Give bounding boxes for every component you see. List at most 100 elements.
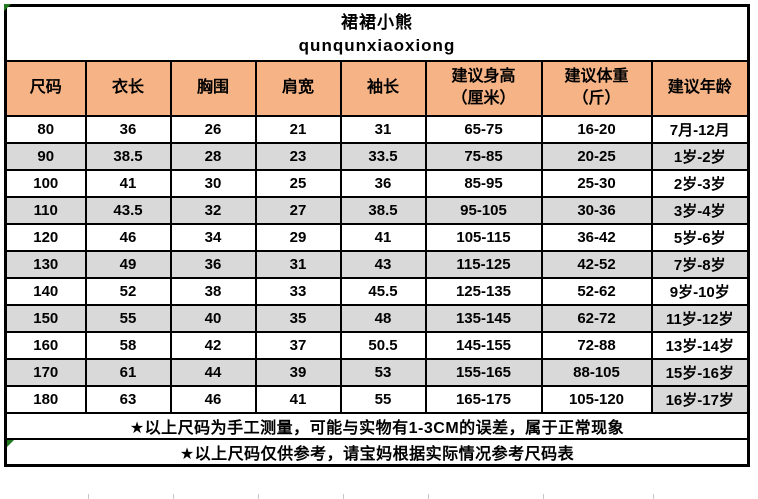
brand-title-pinyin: qunqunxiaoxiong [298, 35, 456, 55]
column-header: 胸围 [169, 59, 257, 117]
table-cell: 30-36 [540, 195, 653, 225]
reference-disclaimer-note: ★以上尺码仅供参考，请宝妈根据实际情况参考尺码表 [4, 437, 750, 466]
table-cell: 42 [169, 330, 257, 360]
table-cell: 165-175 [424, 384, 543, 414]
table-cell: 16-20 [540, 114, 653, 144]
size-chart-table: 裙裙小熊 qunqunxiaoxiong 尺码 衣长 胸围 肩宽 袖长 建议身高 （厘米）… [4, 4, 750, 467]
gridline-stub [343, 494, 344, 499]
table-cell: 33 [254, 276, 342, 306]
gridline-stub [543, 494, 544, 499]
table-cell: 23 [254, 141, 342, 171]
table-cell: 72-88 [540, 330, 653, 360]
measurement-disclaimer-note: ★以上尺码为手工测量，可能与实物有1-3CM的误差，属于正常现象 [4, 411, 750, 440]
table-cell: 100 [4, 168, 87, 198]
table-cell: 105-120 [540, 384, 653, 414]
brand-title-chinese: 裙裙小熊 [341, 13, 413, 33]
table-cell: 110 [4, 195, 87, 225]
column-header: 袖长 [339, 59, 427, 117]
table-cell: 120 [4, 222, 87, 252]
table-cell: 34 [169, 222, 257, 252]
table-cell: 40 [169, 303, 257, 333]
table-cell: 90 [4, 141, 87, 171]
table-cell: 26 [169, 114, 257, 144]
table-cell: 20-25 [540, 141, 653, 171]
table-cell: 36 [169, 249, 257, 279]
table-cell: 52 [84, 276, 172, 306]
table-cell: 80 [4, 114, 87, 144]
table-cell: 39 [254, 357, 342, 387]
table-cell: 45.5 [339, 276, 427, 306]
column-header: 尺码 [4, 59, 87, 117]
table-cell: 43 [339, 249, 427, 279]
column-header: 建议身高 （厘米） [424, 59, 543, 117]
gridline-stub [428, 494, 429, 499]
gridline-stub [173, 494, 174, 499]
table-cell: 31 [339, 114, 427, 144]
table-cell: 13岁-14岁 [650, 330, 750, 360]
table-cell: 65-75 [424, 114, 543, 144]
table-cell: 62-72 [540, 303, 653, 333]
table-cell: 36 [339, 168, 427, 198]
table-cell: 61 [84, 357, 172, 387]
table-cell: 58 [84, 330, 172, 360]
table-cell: 32 [169, 195, 257, 225]
table-cell: 140 [4, 276, 87, 306]
title-row: 裙裙小熊 qunqunxiaoxiong [4, 4, 750, 62]
table-cell: 41 [84, 168, 172, 198]
table-cell: 36 [84, 114, 172, 144]
table-cell: 38 [169, 276, 257, 306]
table-cell: 46 [84, 222, 172, 252]
table-cell: 15岁-16岁 [650, 357, 750, 387]
table-row: 90 38.5 28 23 33.5 75-85 20-25 1岁-2岁 [4, 141, 750, 171]
table-row: 120 46 34 29 41 105-115 36-42 5岁-6岁 [4, 222, 750, 252]
table-cell: 52-62 [540, 276, 653, 306]
table-cell: 135-145 [424, 303, 543, 333]
table-cell: 170 [4, 357, 87, 387]
table-cell: 75-85 [424, 141, 543, 171]
table-cell: 145-155 [424, 330, 543, 360]
table-cell: 150 [4, 303, 87, 333]
table-cell: 125-135 [424, 276, 543, 306]
gridline-stub [653, 494, 654, 499]
table-cell: 130 [4, 249, 87, 279]
table-cell: 16岁-17岁 [650, 384, 750, 414]
gridline-stub [88, 494, 89, 499]
table-cell: 25 [254, 168, 342, 198]
cell-error-indicator-icon [7, 440, 14, 447]
table-row: 140 52 38 33 45.5 125-135 52-62 9岁-10岁 [4, 276, 750, 306]
note-row-measurement: ★以上尺码为手工测量，可能与实物有1-3CM的误差，属于正常现象 [4, 411, 750, 440]
table-cell: 115-125 [424, 249, 543, 279]
column-header: 肩宽 [254, 59, 342, 117]
table-row: 180 63 46 41 55 165-175 105-120 16岁-17岁 [4, 384, 750, 414]
column-header: 衣长 [84, 59, 172, 117]
table-cell: 25-30 [540, 168, 653, 198]
table-cell: 160 [4, 330, 87, 360]
table-cell: 48 [339, 303, 427, 333]
table-row: 150 55 40 35 48 135-145 62-72 11岁-12岁 [4, 303, 750, 333]
table-cell: 7月-12月 [650, 114, 750, 144]
table-cell: 63 [84, 384, 172, 414]
table-cell: 42-52 [540, 249, 653, 279]
table-cell: 37 [254, 330, 342, 360]
table-row: 110 43.5 32 27 38.5 95-105 30-36 3岁-4岁 [4, 195, 750, 225]
table-row: 130 49 36 31 43 115-125 42-52 7岁-8岁 [4, 249, 750, 279]
table-cell: 155-165 [424, 357, 543, 387]
table-cell: 105-115 [424, 222, 543, 252]
reference-disclaimer-text: ★以上尺码仅供参考，请宝妈根据实际情况参考尺码表 [179, 445, 575, 463]
table-cell: 180 [4, 384, 87, 414]
table-row: 100 41 30 25 36 85-95 25-30 2岁-3岁 [4, 168, 750, 198]
table-cell: 46 [169, 384, 257, 414]
table-cell: 3岁-4岁 [650, 195, 750, 225]
table-cell: 53 [339, 357, 427, 387]
table-cell: 1岁-2岁 [650, 141, 750, 171]
table-cell: 43.5 [84, 195, 172, 225]
table-cell: 29 [254, 222, 342, 252]
brand-title-cell: 裙裙小熊 qunqunxiaoxiong [4, 4, 750, 62]
column-header: 建议体重 （斤） [540, 59, 653, 117]
table-cell: 41 [339, 222, 427, 252]
table-cell: 5岁-6岁 [650, 222, 750, 252]
table-cell: 50.5 [339, 330, 427, 360]
table-cell: 36-42 [540, 222, 653, 252]
table-cell: 95-105 [424, 195, 543, 225]
